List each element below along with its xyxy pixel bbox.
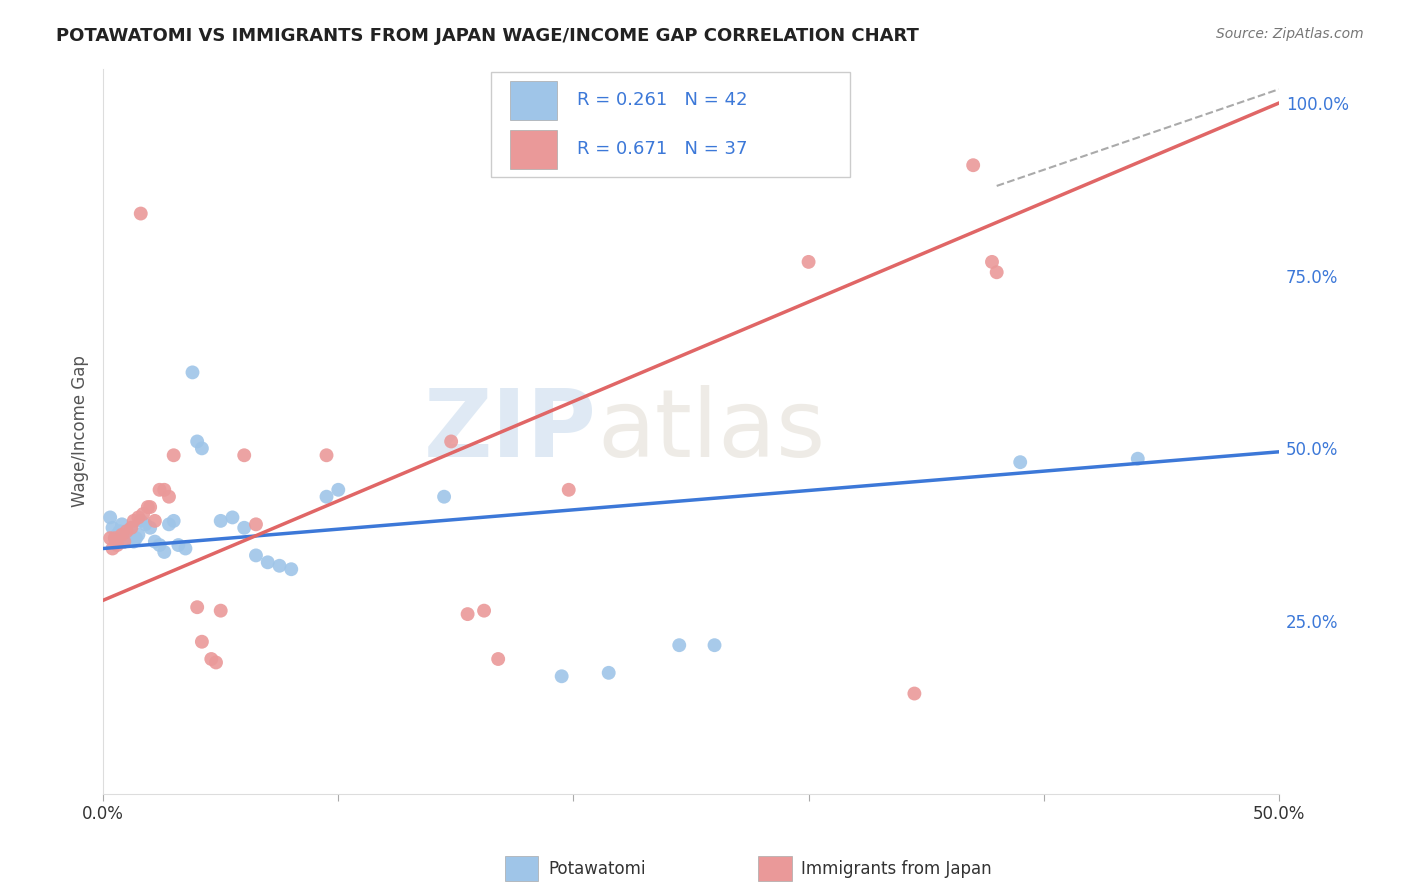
Point xyxy=(209,604,232,618)
Point xyxy=(134,517,156,532)
Point xyxy=(111,517,134,532)
Point xyxy=(163,448,186,462)
Point xyxy=(191,634,214,648)
Point xyxy=(127,527,149,541)
Point xyxy=(986,265,1008,279)
Point xyxy=(903,687,925,701)
Point xyxy=(181,365,204,379)
Point xyxy=(245,549,267,563)
FancyBboxPatch shape xyxy=(510,80,557,120)
Point xyxy=(115,524,138,539)
Point xyxy=(233,521,256,535)
Point xyxy=(233,448,256,462)
Text: Source: ZipAtlas.com: Source: ZipAtlas.com xyxy=(1216,27,1364,41)
Point xyxy=(703,638,725,652)
Point xyxy=(157,490,180,504)
Point xyxy=(167,538,190,552)
Y-axis label: Wage/Income Gap: Wage/Income Gap xyxy=(72,355,89,507)
Point xyxy=(486,652,509,666)
Point xyxy=(108,524,131,539)
Point xyxy=(127,510,149,524)
Point xyxy=(132,507,155,521)
Point xyxy=(221,510,243,524)
Point xyxy=(98,510,121,524)
Point xyxy=(315,448,337,462)
Text: Potawatomi: Potawatomi xyxy=(548,860,645,878)
FancyBboxPatch shape xyxy=(491,72,849,178)
Point xyxy=(962,158,984,172)
Point xyxy=(122,514,145,528)
Point xyxy=(105,527,128,541)
Point xyxy=(136,500,159,514)
Point xyxy=(186,600,208,615)
Point xyxy=(98,531,121,545)
Point xyxy=(122,534,145,549)
Text: R = 0.261   N = 42: R = 0.261 N = 42 xyxy=(576,91,748,109)
Point xyxy=(598,665,620,680)
Point xyxy=(112,534,135,549)
Point xyxy=(550,669,572,683)
Point xyxy=(104,531,127,545)
Text: atlas: atlas xyxy=(598,385,825,477)
Point xyxy=(191,442,214,456)
Point xyxy=(472,604,495,618)
Point xyxy=(139,521,162,535)
Point xyxy=(143,514,166,528)
Point xyxy=(139,500,162,514)
Point xyxy=(115,524,138,539)
Point xyxy=(120,521,142,535)
Point xyxy=(209,514,232,528)
Point xyxy=(981,255,1004,269)
Point xyxy=(200,652,222,666)
Point xyxy=(256,555,278,569)
Point xyxy=(129,514,152,528)
Point xyxy=(129,206,152,220)
Point xyxy=(205,656,228,670)
Point xyxy=(148,538,170,552)
Point xyxy=(118,527,141,541)
Text: ZIP: ZIP xyxy=(425,385,598,477)
Point xyxy=(269,558,291,573)
Point xyxy=(148,483,170,497)
Point xyxy=(104,531,127,545)
Text: Immigrants from Japan: Immigrants from Japan xyxy=(801,860,993,878)
Point xyxy=(1010,455,1032,469)
FancyBboxPatch shape xyxy=(510,129,557,169)
Point xyxy=(328,483,350,497)
Point xyxy=(668,638,690,652)
Point xyxy=(105,538,128,552)
Point xyxy=(557,483,579,497)
Point xyxy=(153,545,176,559)
Point xyxy=(280,562,302,576)
Point xyxy=(186,434,208,449)
Point xyxy=(433,490,456,504)
Text: R = 0.671   N = 37: R = 0.671 N = 37 xyxy=(576,140,748,158)
Point xyxy=(174,541,197,556)
Point xyxy=(101,541,124,556)
Point xyxy=(797,255,820,269)
Point xyxy=(120,521,142,535)
Point xyxy=(1126,451,1149,466)
Point xyxy=(101,521,124,535)
Point xyxy=(315,490,337,504)
Point xyxy=(457,607,479,621)
Point xyxy=(111,527,134,541)
Point xyxy=(112,534,135,549)
Point xyxy=(440,434,463,449)
Point xyxy=(245,517,267,532)
Point xyxy=(143,534,166,549)
Text: POTAWATOMI VS IMMIGRANTS FROM JAPAN WAGE/INCOME GAP CORRELATION CHART: POTAWATOMI VS IMMIGRANTS FROM JAPAN WAGE… xyxy=(56,27,920,45)
Point xyxy=(157,517,180,532)
Point xyxy=(153,483,176,497)
Point xyxy=(163,514,186,528)
Point xyxy=(125,531,148,545)
